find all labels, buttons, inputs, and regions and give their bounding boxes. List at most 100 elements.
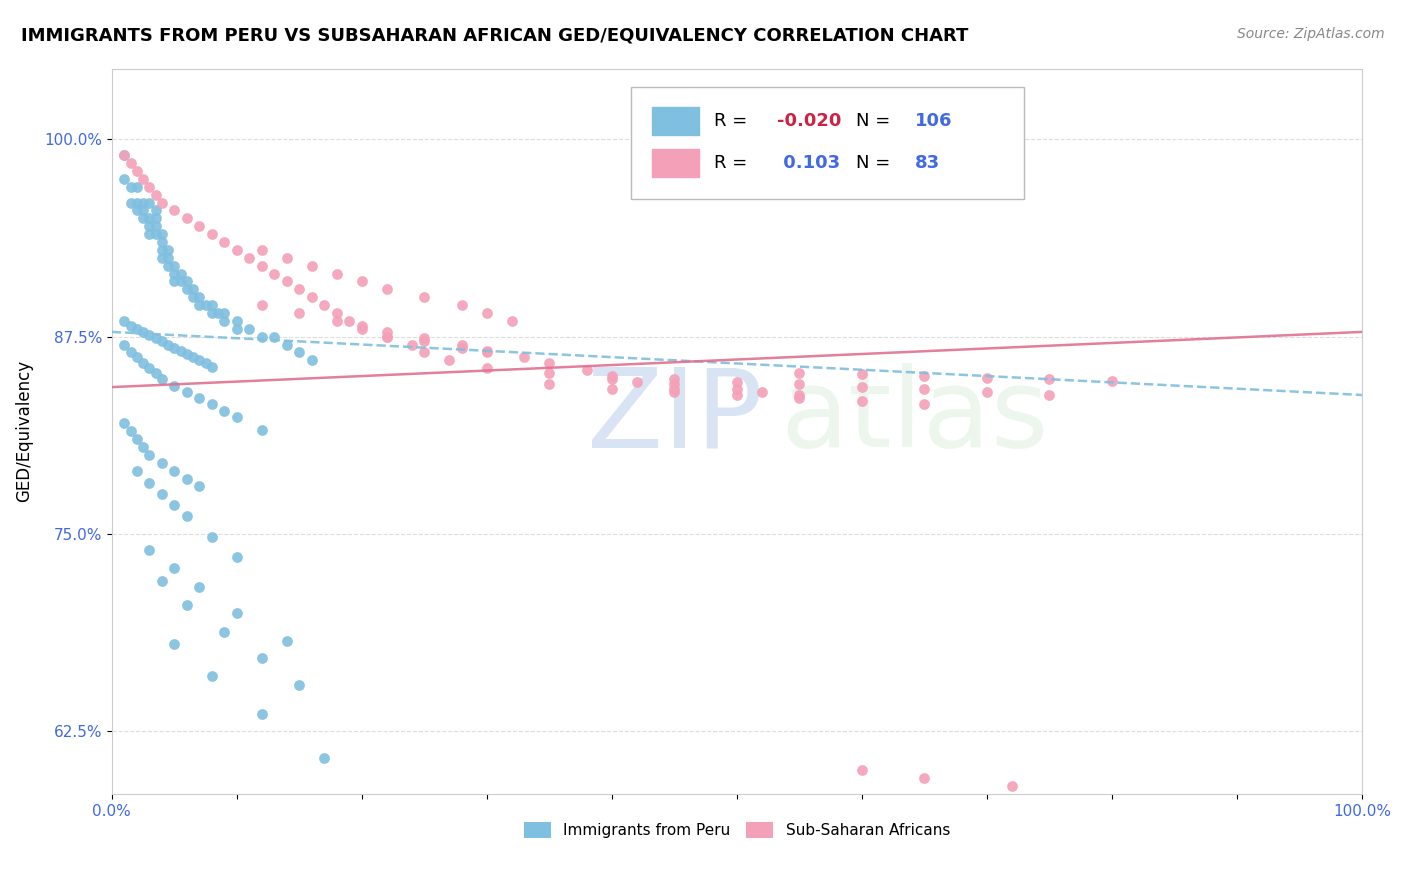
Point bbox=[157, 243, 180, 257]
Point bbox=[276, 275, 298, 289]
Point bbox=[401, 337, 423, 351]
Point bbox=[725, 382, 748, 396]
Point bbox=[375, 282, 398, 296]
Point bbox=[169, 267, 191, 281]
Point bbox=[201, 359, 224, 374]
Point bbox=[176, 211, 198, 226]
Point bbox=[250, 329, 273, 343]
Point bbox=[451, 298, 474, 312]
Point bbox=[214, 403, 236, 417]
Point bbox=[188, 581, 211, 595]
Point bbox=[538, 366, 561, 380]
Y-axis label: GED/Equivalency: GED/Equivalency bbox=[15, 360, 32, 502]
Point bbox=[181, 290, 204, 304]
Point bbox=[288, 678, 311, 692]
Point bbox=[912, 397, 935, 411]
Point bbox=[326, 306, 349, 320]
Point bbox=[276, 251, 298, 265]
Point bbox=[851, 394, 873, 409]
Point bbox=[475, 343, 498, 358]
Point bbox=[163, 499, 186, 513]
Point bbox=[201, 298, 224, 312]
Point bbox=[138, 361, 160, 376]
Point bbox=[120, 424, 142, 438]
Point bbox=[194, 356, 217, 370]
Point bbox=[145, 211, 167, 226]
Point bbox=[214, 314, 236, 328]
Point bbox=[789, 388, 811, 402]
Bar bbox=[652, 107, 699, 135]
Point bbox=[276, 634, 298, 648]
Point bbox=[150, 243, 173, 257]
Text: R =: R = bbox=[714, 153, 754, 172]
Point bbox=[263, 329, 285, 343]
Point bbox=[163, 267, 186, 281]
Point bbox=[214, 306, 236, 320]
Point bbox=[125, 179, 148, 194]
Point bbox=[188, 479, 211, 493]
Point bbox=[225, 410, 247, 425]
Point bbox=[600, 372, 623, 386]
Point bbox=[138, 211, 160, 226]
Legend: Immigrants from Peru, Sub-Saharan Africans: Immigrants from Peru, Sub-Saharan Africa… bbox=[517, 816, 956, 845]
Point bbox=[976, 370, 998, 384]
Point bbox=[626, 376, 648, 390]
Point bbox=[120, 318, 142, 333]
Point bbox=[301, 290, 323, 304]
Point bbox=[250, 243, 273, 257]
Point bbox=[314, 750, 336, 764]
Point bbox=[789, 376, 811, 391]
Point bbox=[112, 314, 135, 328]
Point bbox=[138, 328, 160, 343]
Point bbox=[150, 372, 173, 386]
Point bbox=[169, 275, 191, 289]
Point bbox=[350, 275, 373, 289]
Point bbox=[150, 235, 173, 249]
Point bbox=[145, 187, 167, 202]
Text: R =: R = bbox=[714, 112, 754, 129]
FancyBboxPatch shape bbox=[631, 87, 1025, 199]
Point bbox=[176, 282, 198, 296]
Point bbox=[513, 350, 536, 364]
Point bbox=[176, 598, 198, 612]
Point bbox=[150, 487, 173, 501]
Point bbox=[125, 432, 148, 446]
Point bbox=[150, 334, 173, 349]
Point bbox=[789, 391, 811, 405]
Point bbox=[375, 795, 398, 809]
Point bbox=[163, 378, 186, 392]
Point bbox=[664, 382, 686, 396]
Point bbox=[664, 384, 686, 399]
Bar bbox=[652, 149, 699, 177]
Point bbox=[1038, 388, 1060, 402]
Point bbox=[501, 314, 523, 328]
Text: ZIP: ZIP bbox=[586, 363, 762, 470]
Point bbox=[350, 322, 373, 336]
Point bbox=[188, 298, 211, 312]
Point bbox=[538, 356, 561, 370]
Point bbox=[451, 337, 474, 351]
Point bbox=[263, 267, 285, 281]
Point bbox=[225, 314, 247, 328]
Point bbox=[138, 179, 160, 194]
Point bbox=[250, 298, 273, 312]
Point bbox=[725, 376, 748, 390]
Point bbox=[138, 448, 160, 462]
Point bbox=[201, 530, 224, 544]
Point bbox=[475, 306, 498, 320]
Point bbox=[188, 290, 211, 304]
Point bbox=[375, 329, 398, 343]
Point bbox=[326, 314, 349, 328]
Point bbox=[375, 325, 398, 339]
Point bbox=[288, 282, 311, 296]
Point bbox=[125, 322, 148, 336]
Point bbox=[413, 334, 436, 349]
Point bbox=[150, 195, 173, 210]
Point bbox=[176, 384, 198, 399]
Point bbox=[413, 290, 436, 304]
Point bbox=[725, 388, 748, 402]
Point bbox=[125, 164, 148, 178]
Point bbox=[475, 361, 498, 376]
Point bbox=[238, 251, 260, 265]
Point bbox=[138, 227, 160, 241]
